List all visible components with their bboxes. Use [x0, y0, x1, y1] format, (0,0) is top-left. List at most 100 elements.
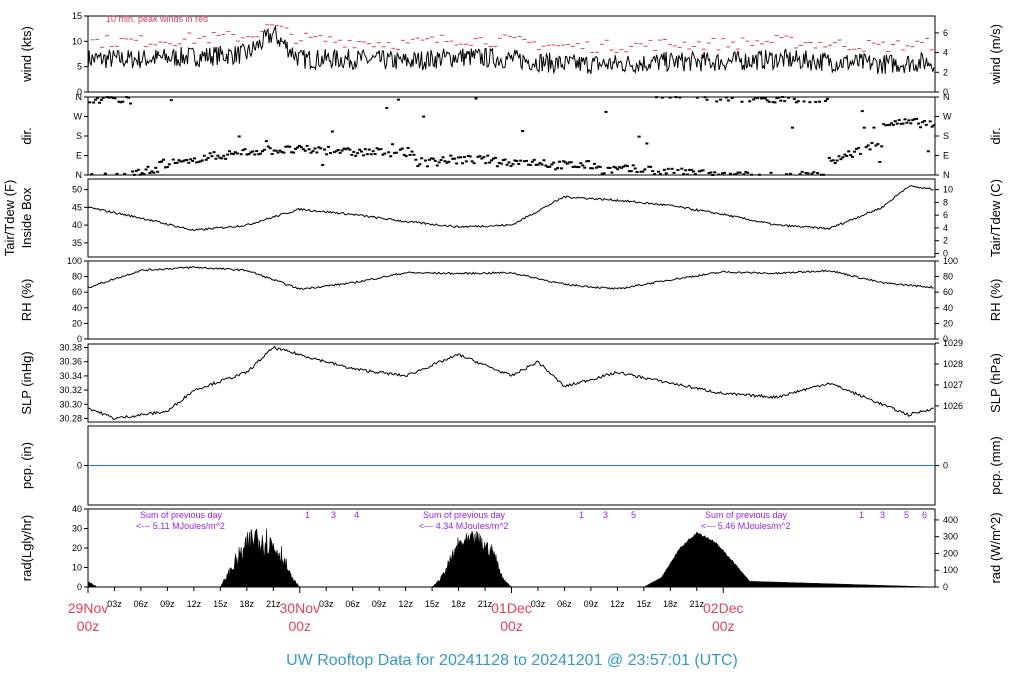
dir-point — [664, 172, 668, 175]
dir-point — [878, 160, 882, 163]
dir-point — [101, 96, 105, 99]
dir-point — [389, 155, 393, 158]
dir-point — [416, 165, 420, 168]
dir-point — [627, 170, 631, 173]
dir-point — [587, 160, 591, 163]
dir-point — [179, 160, 183, 163]
dir-point — [688, 168, 692, 171]
temp-line — [87, 184, 934, 232]
dir-point — [503, 158, 507, 161]
rad-left-tick-label: 30 — [72, 524, 82, 534]
dir-point — [113, 97, 117, 100]
dir-point — [385, 106, 389, 109]
slp-right-tick-label: 1026 — [943, 401, 963, 411]
dir-point — [257, 153, 261, 156]
dir-point — [583, 166, 587, 169]
dir-point — [173, 161, 177, 164]
dir-point — [612, 165, 616, 168]
dir-point — [142, 173, 146, 176]
dir-point — [319, 147, 323, 150]
rad-right-tick-label: 200 — [943, 548, 958, 558]
dir-point — [765, 99, 769, 102]
uv-label: 6 — [922, 510, 927, 520]
dir-right-tick-label: S — [943, 131, 949, 141]
temp-left-tick-label: 45 — [72, 202, 82, 212]
dir-point — [854, 148, 858, 151]
dir-point — [843, 153, 847, 156]
rad-note-2-line2: <--- 4.34 MJoules/m^2 — [419, 521, 509, 531]
dir-point — [806, 172, 810, 175]
dir-point — [858, 152, 862, 155]
rh-left-axis-title: RH (%) — [19, 279, 34, 322]
dir-point — [922, 120, 926, 123]
dir-point — [379, 148, 383, 151]
dir-point — [917, 122, 921, 125]
x-hour-label: 06z — [557, 599, 572, 609]
dir-point — [169, 99, 173, 102]
dir-point — [259, 152, 263, 155]
dir-point — [717, 173, 721, 176]
x-day-label: 02Dec — [703, 600, 743, 616]
dir-point — [96, 96, 100, 99]
dir-point — [680, 167, 684, 170]
dir-point — [649, 165, 653, 168]
dir-point — [620, 166, 624, 169]
dir-point — [660, 96, 664, 99]
dir-point — [544, 164, 548, 167]
dir-point — [880, 145, 884, 148]
dir-point — [633, 167, 637, 170]
dir-point — [311, 150, 315, 153]
dir-point — [763, 97, 767, 100]
dir-point — [94, 98, 98, 101]
dir-point — [130, 170, 134, 173]
dir-point — [614, 166, 618, 169]
dir-point — [315, 151, 319, 154]
dir-point — [856, 147, 860, 150]
dir-point — [284, 145, 288, 148]
x-hour-label: 21z — [478, 599, 493, 609]
dir-point — [231, 152, 235, 155]
dir-point — [734, 173, 738, 176]
dir-point — [224, 157, 228, 160]
dir-point — [672, 171, 676, 174]
dir-point — [715, 100, 719, 103]
dir-point — [216, 154, 220, 157]
dir-point — [818, 100, 822, 103]
dir-point — [823, 100, 827, 103]
rad-left-tick-label: 10 — [72, 563, 82, 573]
dir-point — [167, 163, 171, 166]
dir-point — [604, 110, 608, 113]
dir-left-axis-title: dir. — [19, 127, 34, 144]
dir-point — [779, 99, 783, 102]
dir-point — [511, 163, 515, 166]
dir-point — [563, 161, 567, 164]
uv-label: 5 — [631, 510, 636, 520]
dir-point — [449, 154, 453, 157]
dir-point — [521, 129, 525, 132]
dir-point — [375, 147, 379, 150]
dir-point — [790, 126, 794, 129]
dir-point — [689, 168, 693, 171]
slp-right-axis-title: SLP (hPa) — [988, 353, 1003, 413]
dir-point — [309, 151, 313, 154]
dir-left-tick-label: N — [76, 170, 83, 180]
dir-point — [266, 145, 270, 148]
rad-note-1-line1: Sum of previous day — [140, 510, 223, 520]
dir-point — [468, 155, 472, 158]
dir-point — [821, 173, 825, 176]
dir-point — [839, 158, 843, 161]
dir-point — [152, 171, 156, 174]
dir-point — [445, 161, 449, 164]
temp-right-tick-label: 8 — [943, 197, 948, 207]
x-hour-label: 12z — [610, 599, 625, 609]
x-hour-label: 06z — [345, 599, 360, 609]
wind-speed-line — [87, 24, 935, 75]
dir-point — [651, 170, 655, 173]
dir-point — [656, 170, 660, 173]
dir-point — [868, 148, 872, 151]
dir-point — [579, 162, 583, 165]
dir-point — [769, 171, 773, 174]
dir-point — [286, 145, 290, 148]
dir-point — [132, 173, 136, 176]
dir-point — [645, 142, 649, 145]
